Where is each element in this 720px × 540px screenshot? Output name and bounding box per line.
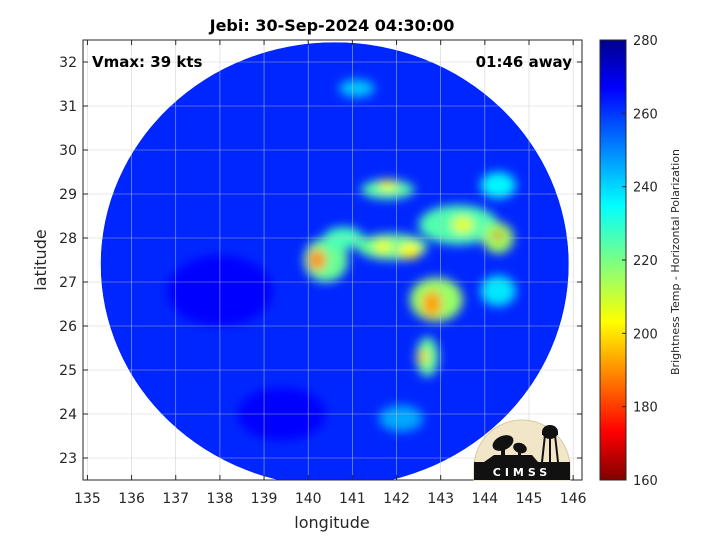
time-away-annotation: 01:46 away <box>476 53 573 71</box>
y-tick-label: 27 <box>59 275 77 291</box>
y-tick-label: 25 <box>59 363 77 379</box>
y-tick-label: 26 <box>59 319 77 335</box>
y-tick-label: 29 <box>59 187 77 203</box>
y-tick-label: 28 <box>59 231 77 247</box>
swath-feature-1 <box>308 249 326 271</box>
colorbar-tick-label: 160 <box>633 474 658 489</box>
x-tick-label: 135 <box>74 491 101 507</box>
vmax-annotation: Vmax: 39 kts <box>92 53 202 71</box>
swath-feature-15 <box>417 350 429 364</box>
colorbar-label: Brightness Temp - Horizontal Polarizatio… <box>669 149 682 375</box>
swath-feature-5 <box>398 243 421 260</box>
colorbar: 160 180 200 220 240 260 280 Brightness Temp - … <box>599 34 682 489</box>
swath-feature-17 <box>480 172 516 199</box>
colorbar-tick-label: 180 <box>633 401 658 416</box>
x-axis-label: longitude <box>294 513 369 532</box>
colorbar-ticks: 160 180 200 220 240 260 280 <box>622 34 658 489</box>
x-tick-label: 142 <box>383 491 410 507</box>
swath-feature-11 <box>493 231 503 241</box>
water-tower-icon <box>541 425 559 462</box>
x-tick-label: 141 <box>339 491 366 507</box>
y-tick-label: 30 <box>59 143 77 159</box>
colorbar-gradient <box>599 39 627 481</box>
x-tick-label: 138 <box>207 491 234 507</box>
x-tick-label: 145 <box>516 491 543 507</box>
colorbar-tick-label: 260 <box>633 107 658 122</box>
swath-feature-16 <box>480 275 516 307</box>
chart-title: Jebi: 30-Sep-2024 04:30:00 <box>209 16 455 35</box>
swath-feature-9 <box>451 216 474 233</box>
x-tick-label: 144 <box>471 491 498 507</box>
features-layer <box>166 79 516 441</box>
y-tick-label: 32 <box>59 55 77 71</box>
x-tick-label: 139 <box>251 491 278 507</box>
swath-feature-4 <box>374 240 393 254</box>
x-tick-label: 146 <box>560 491 587 507</box>
swath-feature-18 <box>339 79 375 98</box>
grid-layer <box>83 40 582 480</box>
y-tick-label: 24 <box>59 407 77 423</box>
colorbar-tick-label: 220 <box>633 254 658 269</box>
x-tick-label: 137 <box>162 491 189 507</box>
y-axis-label: latitude <box>31 229 50 290</box>
y-tick-labels: 23 24 25 26 27 28 29 30 31 32 <box>59 55 582 467</box>
axes-frame <box>82 39 583 481</box>
x-tick-labels: 135 136 137 138 139 140 141 142 143 144 145 146 <box>74 40 587 507</box>
logo-text: CIMSS <box>493 466 551 479</box>
x-tick-label: 136 <box>118 491 145 507</box>
y-tick-label: 23 <box>59 451 77 467</box>
logo-banner <box>474 462 570 480</box>
y-tick-label: 31 <box>59 99 77 115</box>
colorbar-tick-label: 280 <box>633 34 658 49</box>
radar-dish-icon <box>484 435 538 462</box>
colorbar-tick-label: 240 <box>633 181 658 196</box>
swath-layer <box>100 42 569 480</box>
swath-feature-13 <box>422 290 442 318</box>
x-tick-label: 140 <box>295 491 322 507</box>
colorbar-tick-label: 200 <box>633 327 658 342</box>
swath-feature-7 <box>378 179 397 191</box>
x-tick-label: 143 <box>427 491 454 507</box>
cimss-logo: CIMSS <box>473 419 571 481</box>
swath-feature-19 <box>378 405 424 432</box>
